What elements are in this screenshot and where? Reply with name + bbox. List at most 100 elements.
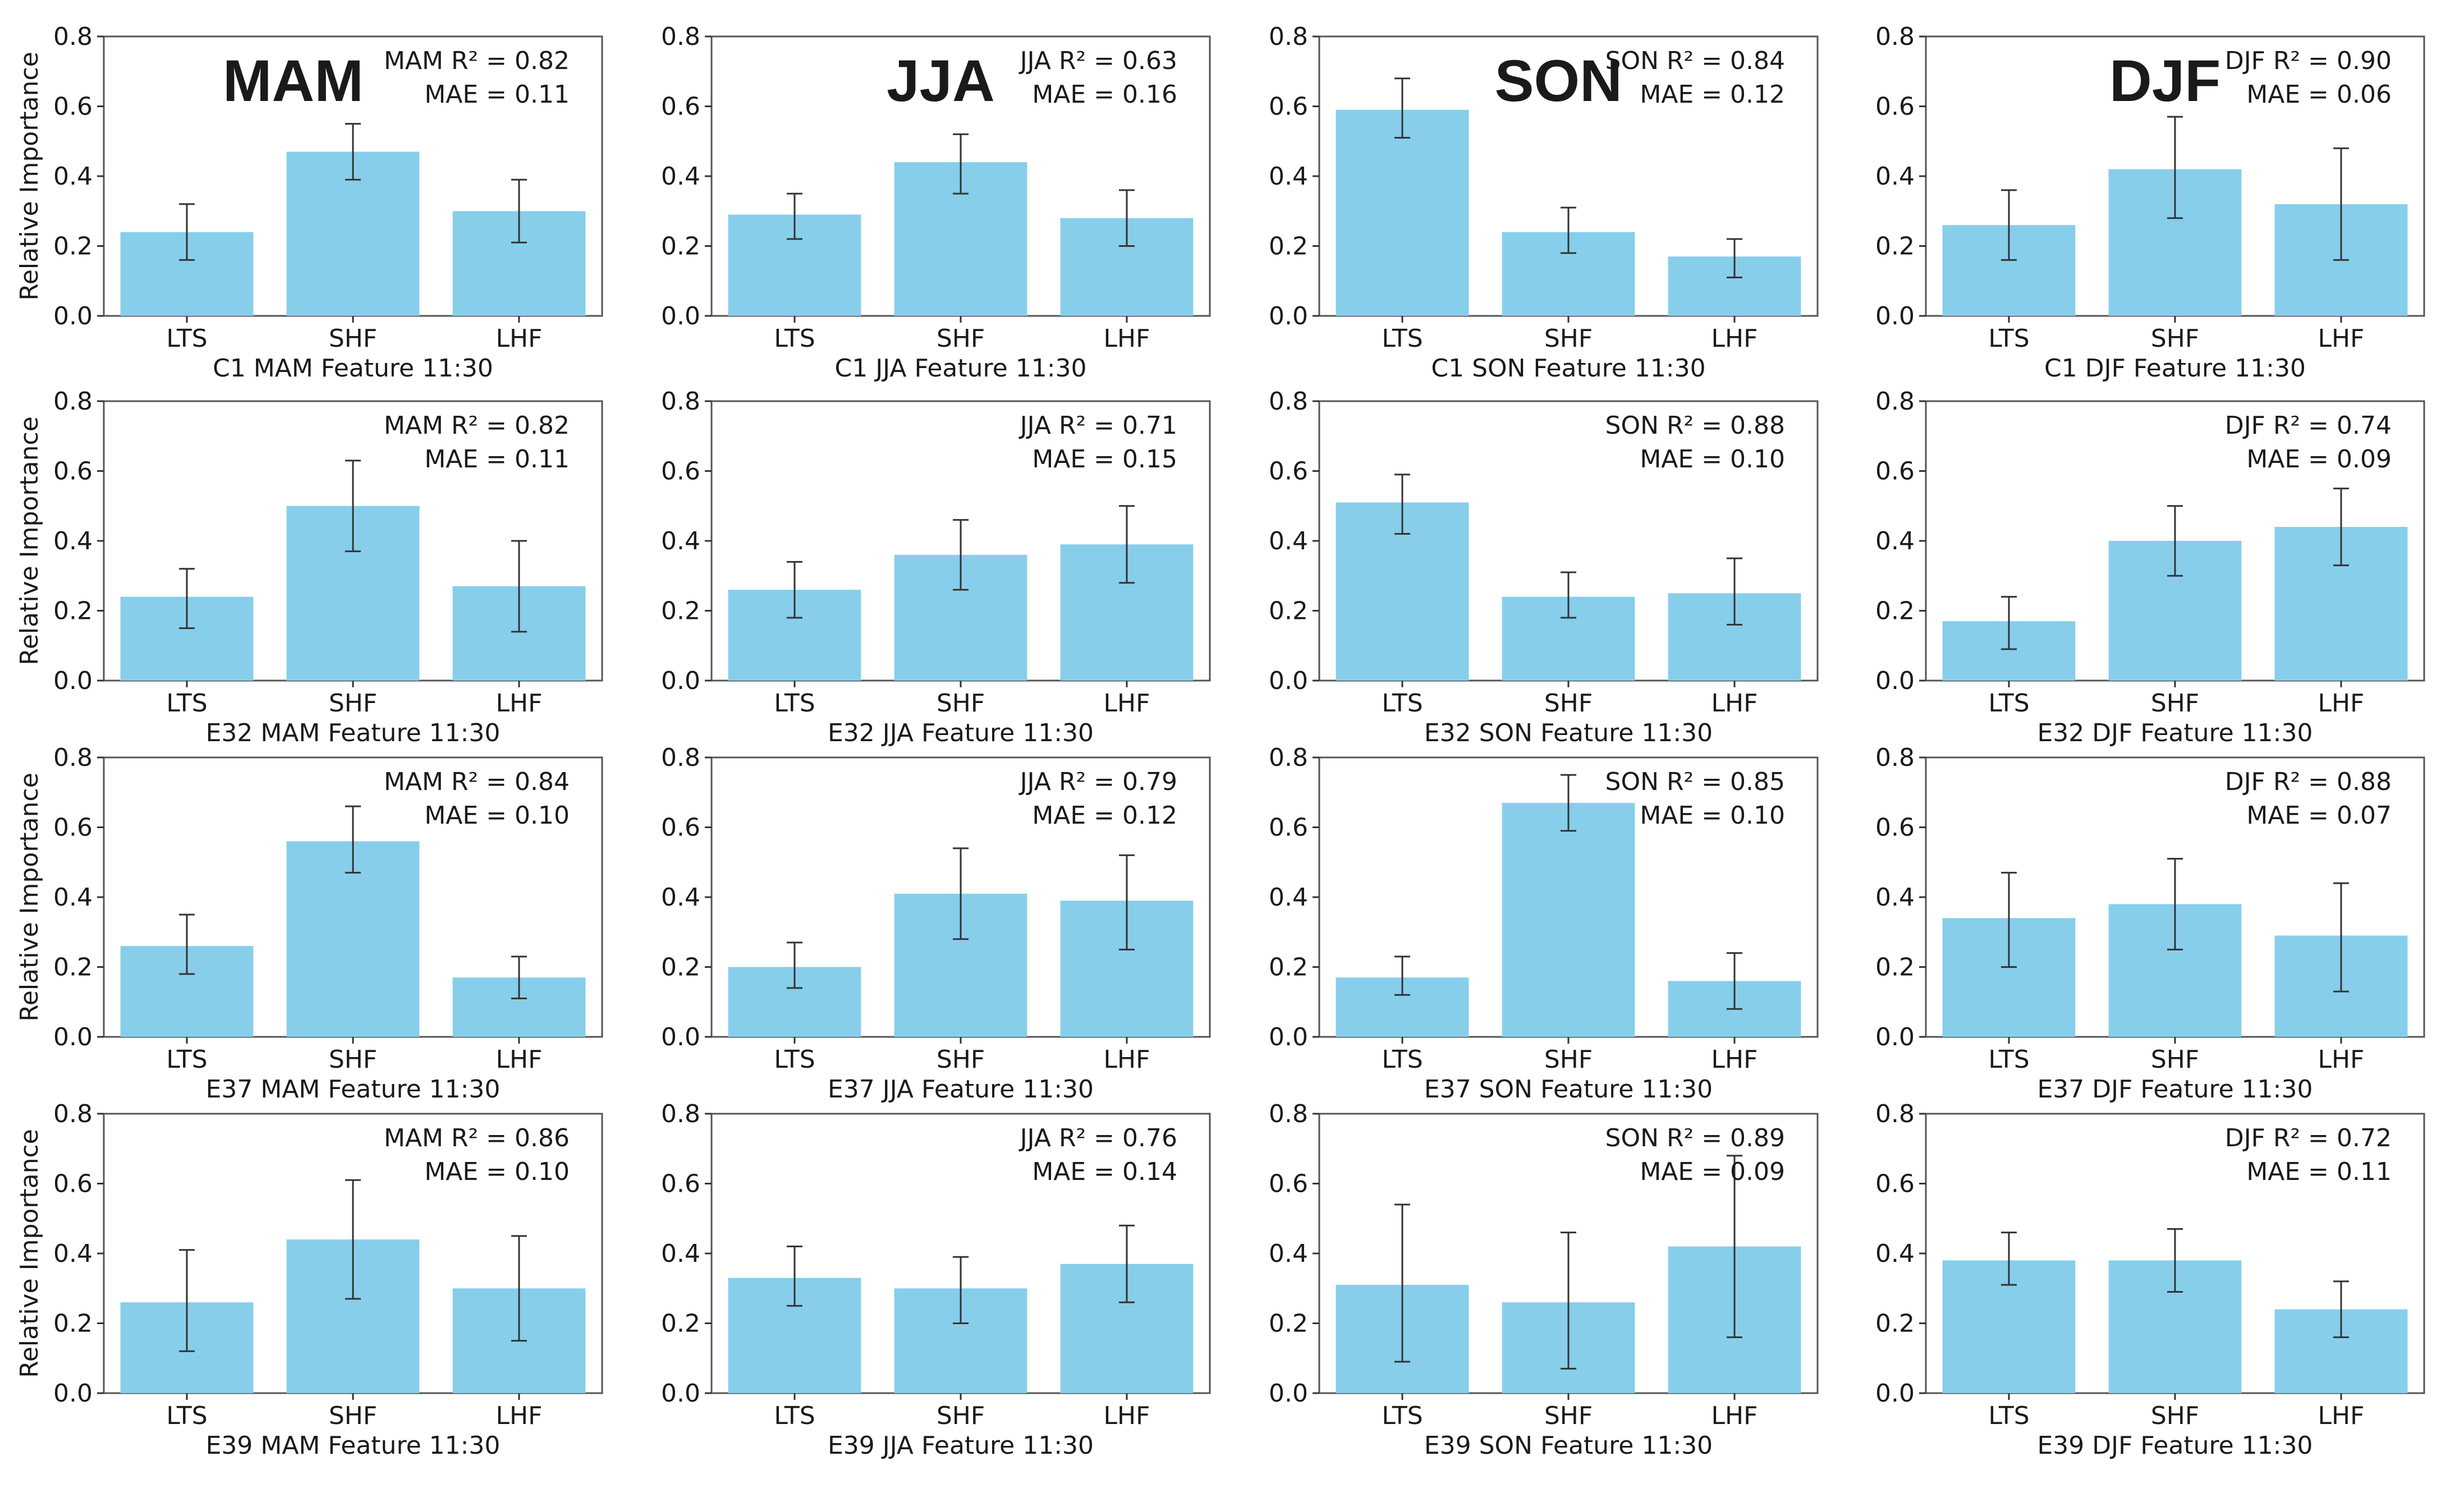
x-tick-label: LTS — [1382, 689, 1423, 718]
y-tick-label: 0.0 — [1875, 1379, 1915, 1408]
x-tick-label: LHF — [496, 1045, 543, 1074]
y-tick-label: 0.8 — [1269, 22, 1308, 51]
mae-label: MAE = 0.15 — [1032, 445, 1177, 474]
x-tick-label: LTS — [1988, 324, 2029, 353]
y-tick-label: 0.0 — [1875, 302, 1915, 330]
y-tick-label: 0.0 — [661, 302, 700, 330]
r2-label: DJF R² = 0.74 — [2225, 411, 2392, 440]
x-tick-label: SHF — [937, 689, 985, 718]
panel-title: C1 DJF Feature 11:30 — [2044, 354, 2306, 383]
y-tick-label: 0.8 — [661, 387, 700, 416]
panel-title: E32 MAM Feature 11:30 — [206, 719, 501, 747]
y-tick-label: 0.8 — [661, 743, 700, 772]
y-tick-label: 0.6 — [661, 814, 700, 842]
r2-label: SON R² = 0.88 — [1605, 411, 1785, 440]
x-tick-label: LHF — [496, 1402, 543, 1430]
y-tick-label: 0.0 — [53, 667, 93, 695]
y-tick-label: 0.8 — [1875, 1100, 1915, 1128]
r2-label: JJA R² = 0.76 — [1018, 1124, 1177, 1152]
x-tick-label: SHF — [329, 324, 377, 353]
y-tick-label: 0.8 — [1269, 743, 1308, 772]
y-tick-label: 0.6 — [1875, 1170, 1915, 1198]
y-tick-label: 0.2 — [661, 953, 700, 982]
y-tick-label: 0.4 — [53, 1239, 93, 1268]
x-tick-label: LTS — [1988, 1045, 2029, 1074]
r2-label: SON R² = 0.89 — [1605, 1124, 1785, 1152]
y-tick-label: 0.8 — [661, 1100, 700, 1128]
y-tick-label: 0.2 — [1269, 953, 1308, 982]
panel-e39-jja: 0.0 0.2 0.4 0.6 0.8 LTS SHF LHF E39 JJA Feature … — [661, 1100, 1211, 1460]
x-tick-label: LTS — [1382, 1045, 1423, 1074]
y-tick-label: 0.2 — [53, 1310, 93, 1338]
y-tick-label: 0.6 — [661, 457, 700, 486]
y-tick-label: 0.4 — [1269, 1239, 1308, 1268]
mae-label: MAE = 0.06 — [2246, 80, 2392, 109]
panel-e32-jja: 0.0 0.2 0.4 0.6 0.8 LTS SHF LHF E32 JJA Feature … — [661, 387, 1211, 747]
x-tick-label: LHF — [496, 689, 543, 718]
season-header-son: SON — [1494, 48, 1622, 114]
y-tick-label: 0.4 — [1269, 883, 1308, 912]
y-tick-label: 0.4 — [1269, 527, 1308, 555]
y-tick-label: 0.6 — [53, 1170, 93, 1198]
y-tick-label: 0.6 — [1875, 814, 1915, 842]
y-tick-label: 0.2 — [1875, 953, 1915, 982]
x-tick-label: SHF — [329, 1402, 377, 1430]
x-tick-label: SHF — [937, 324, 985, 353]
y-tick-label: 0.4 — [1875, 883, 1915, 912]
x-tick-label: LHF — [1712, 1402, 1758, 1430]
y-tick-label: 0.6 — [53, 93, 93, 121]
r2-label: DJF R² = 0.90 — [2225, 47, 2392, 75]
x-tick-label: LHF — [1104, 324, 1150, 353]
y-tick-label: 0.8 — [53, 1100, 93, 1128]
y-tick-label: 0.8 — [1875, 743, 1915, 772]
y-tick-label: 0.4 — [1875, 1239, 1915, 1268]
x-tick-label: LHF — [2318, 1045, 2365, 1074]
y-tick-label: 0.0 — [1875, 667, 1915, 695]
panel-title: E39 MAM Feature 11:30 — [206, 1431, 501, 1460]
y-tick-label: 0.0 — [1269, 302, 1308, 330]
y-tick-label: 0.4 — [661, 1239, 700, 1268]
r2-label: MAM R² = 0.82 — [384, 47, 570, 75]
y-tick-label: 0.8 — [53, 387, 93, 416]
r2-label: JJA R² = 0.71 — [1018, 411, 1177, 440]
y-tick-label: 0.4 — [1875, 162, 1915, 191]
x-tick-label: LTS — [166, 1045, 207, 1074]
panel-e37-jja: 0.0 0.2 0.4 0.6 0.8 LTS SHF LHF E37 JJA Feature … — [661, 743, 1211, 1104]
x-tick-label: SHF — [329, 1045, 377, 1074]
bar-lts — [1336, 109, 1469, 316]
x-tick-label: LHF — [2318, 689, 2365, 718]
x-tick-label: LHF — [1104, 1045, 1150, 1074]
y-tick-label: 0.8 — [661, 22, 700, 51]
y-axis-label: Relative Importance — [15, 1129, 44, 1378]
y-tick-label: 0.2 — [661, 1310, 700, 1338]
x-tick-label: LTS — [1382, 324, 1423, 353]
y-tick-label: 0.0 — [661, 667, 700, 695]
y-tick-label: 0.2 — [1269, 232, 1308, 261]
x-tick-label: SHF — [1544, 689, 1593, 718]
panel-title: E37 MAM Feature 11:30 — [206, 1075, 501, 1104]
y-tick-label: 0.0 — [53, 1379, 93, 1408]
y-tick-label: 0.4 — [661, 883, 700, 912]
x-tick-label: LHF — [1712, 324, 1758, 353]
y-tick-label: 0.6 — [1875, 93, 1915, 121]
y-tick-label: 0.8 — [1875, 22, 1915, 51]
y-tick-label: 0.8 — [53, 22, 93, 51]
y-tick-label: 0.2 — [661, 597, 700, 626]
mae-label: MAE = 0.14 — [1032, 1157, 1177, 1186]
y-tick-label: 0.6 — [1269, 93, 1308, 121]
panel-title: E37 SON Feature 11:30 — [1424, 1075, 1713, 1104]
x-tick-label: LTS — [774, 689, 815, 718]
y-tick-label: 0.2 — [53, 232, 93, 261]
r2-label: SON R² = 0.85 — [1605, 768, 1785, 796]
y-tick-label: 0.8 — [1269, 387, 1308, 416]
x-tick-label: LTS — [166, 324, 207, 353]
panel-title: E39 SON Feature 11:30 — [1424, 1431, 1713, 1460]
y-tick-label: 0.6 — [661, 1170, 700, 1198]
